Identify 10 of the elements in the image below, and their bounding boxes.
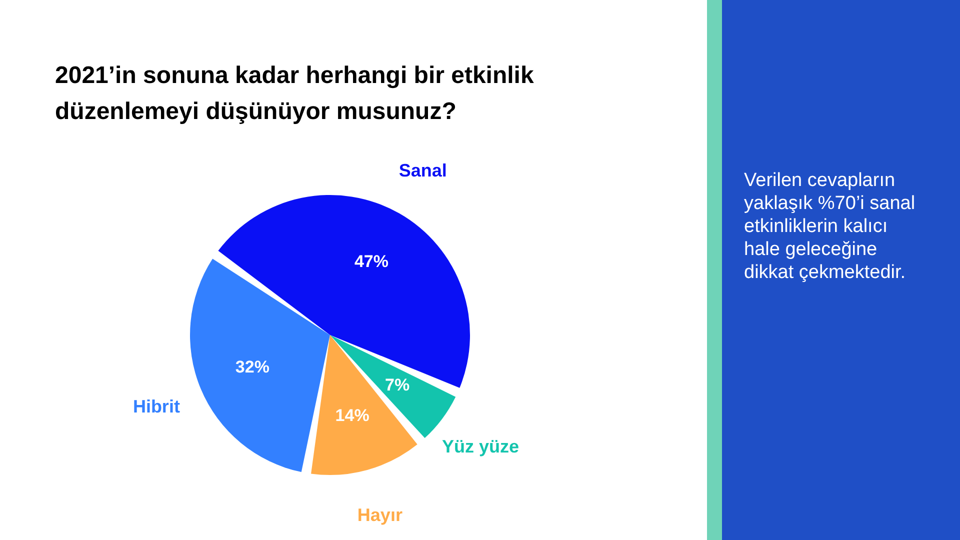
slice-label: Sanal (398, 160, 447, 181)
chart-title: 2021’in sonuna kadar herhangi bir etkinlik düzenlemeyi düşünüyor musunuz? (55, 62, 534, 125)
text: Verilen cevapların yaklaşık %70’i sanal etkinliklerin kalıcı hale geleceğine dikkat çekmektedir. (744, 170, 916, 283)
data-label: 7% (384, 375, 410, 394)
data-label: 32% (235, 357, 270, 376)
slice-label: Hayır (357, 505, 402, 526)
data-label: 14% (335, 406, 370, 425)
data-label: 47% (354, 252, 388, 271)
slice-label: Hibrit (132, 396, 180, 416)
slice-label: Yüz yüze (442, 436, 520, 457)
